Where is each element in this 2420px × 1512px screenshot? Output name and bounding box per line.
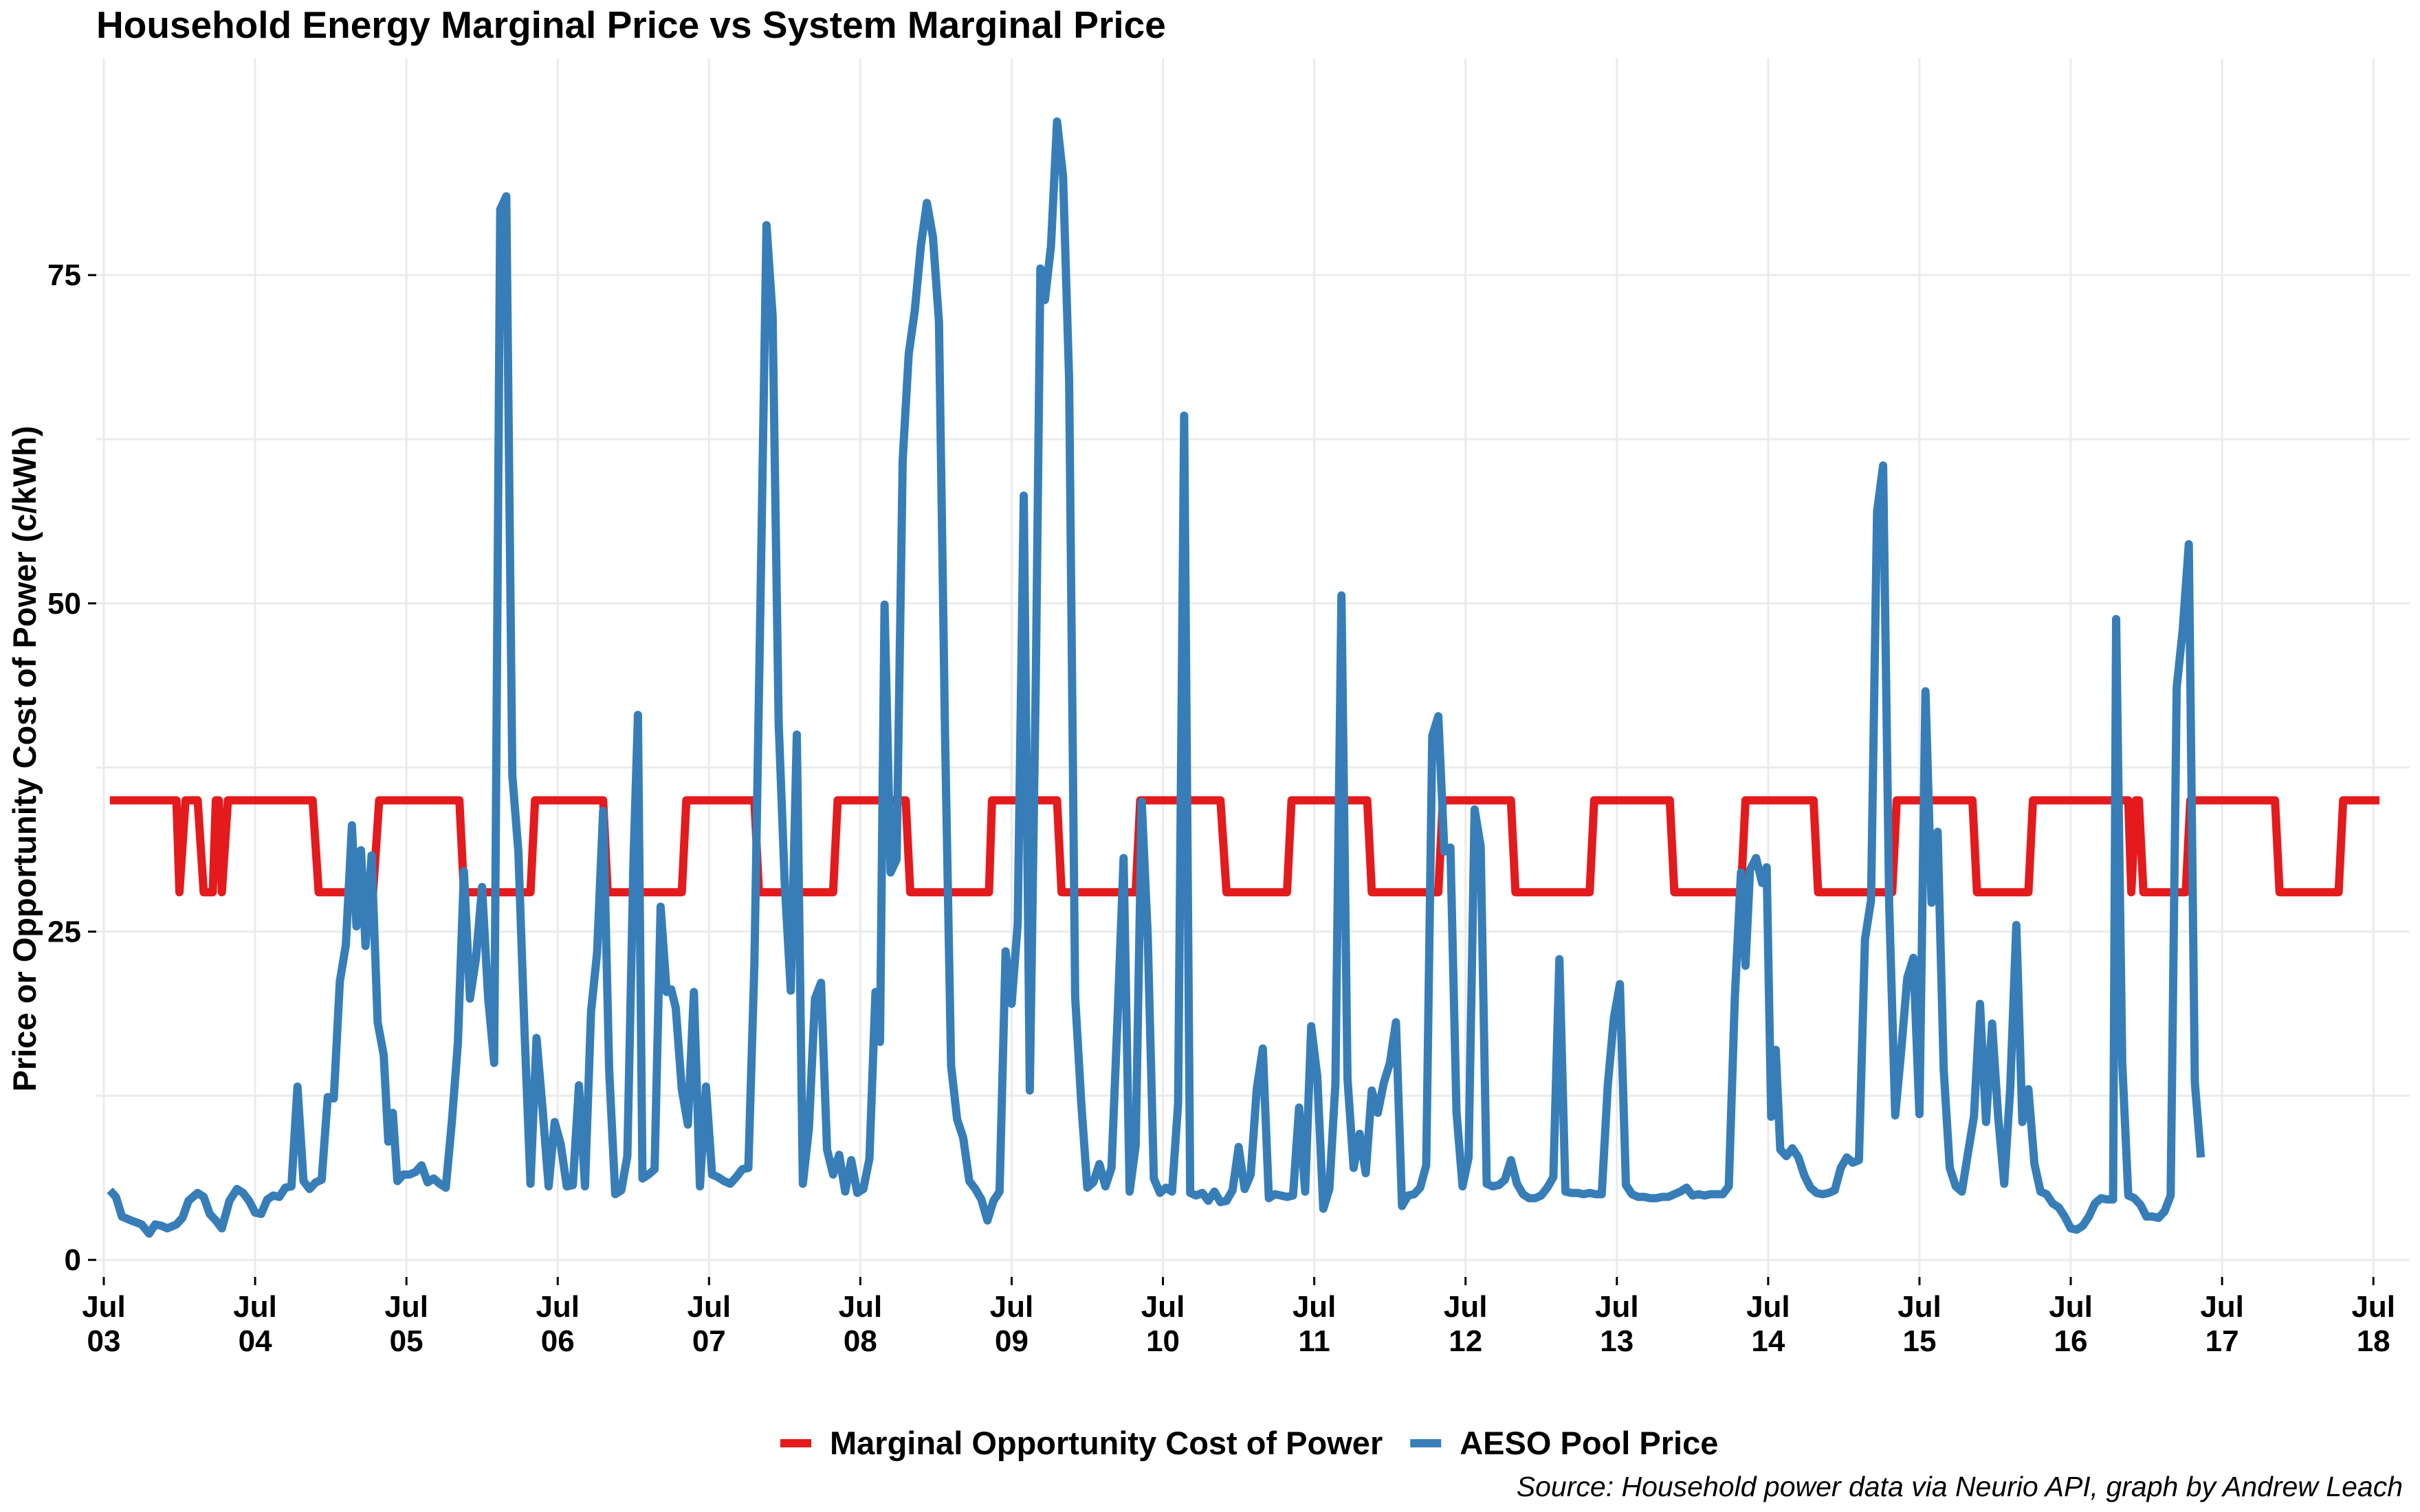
- x-tick-label: Jul 05: [384, 1290, 428, 1358]
- y-tick-label: 25: [47, 915, 81, 949]
- x-tick-label: Jul 13: [1595, 1290, 1639, 1358]
- chart-title: Household Energy Marginal Price vs Syste…: [96, 3, 1166, 46]
- x-tick-label: Jul 11: [1292, 1290, 1336, 1358]
- x-tick-label: Jul 15: [1898, 1290, 1942, 1358]
- x-tick-label: Jul 10: [1141, 1290, 1185, 1358]
- legend-label-aeso-pool-price: AESO Pool Price: [1460, 1425, 1718, 1461]
- x-tick-label: Jul 09: [990, 1290, 1034, 1358]
- plot-area: [107, 117, 2379, 1238]
- y-tick-label: 50: [47, 587, 81, 621]
- x-tick-label: Jul 04: [233, 1290, 277, 1358]
- x-tick-label: Jul 03: [82, 1290, 126, 1358]
- legend-label-marginal-opportunity-cost: Marginal Opportunity Cost of Power: [830, 1425, 1383, 1461]
- x-tick-label: Jul 18: [2351, 1290, 2395, 1358]
- x-tick-label: Jul 08: [839, 1290, 883, 1358]
- series-line-marginal-opportunity-cost: [109, 796, 2379, 897]
- x-tick-label: Jul 07: [688, 1290, 732, 1358]
- x-tick-label: Jul 12: [1444, 1290, 1488, 1358]
- x-axis: Jul 03 Jul 04 Jul 05 Jul 06 Jul 07 Jul 08 Jul 09 Jul 10…: [82, 1277, 2395, 1358]
- caption: Source: Household power data via Neurio …: [1517, 1471, 2403, 1502]
- y-axis-label: Price or Opportunity Cost of Power (c/kW…: [6, 426, 43, 1092]
- x-tick-label: Jul 16: [2049, 1290, 2093, 1358]
- legend: Marginal Opportunity Cost of Power AESO P…: [780, 1425, 1718, 1461]
- series-line-aeso-pool-price: [107, 117, 2206, 1238]
- x-tick-label: Jul 06: [536, 1290, 580, 1358]
- grid: [96, 58, 2410, 1277]
- x-tick-label: Jul 17: [2200, 1290, 2244, 1358]
- y-tick-label: 75: [47, 258, 81, 292]
- x-tick-label: Jul 14: [1746, 1290, 1790, 1358]
- y-axis: 0 25 50 75: [47, 258, 96, 1277]
- y-tick-label: 0: [65, 1243, 81, 1277]
